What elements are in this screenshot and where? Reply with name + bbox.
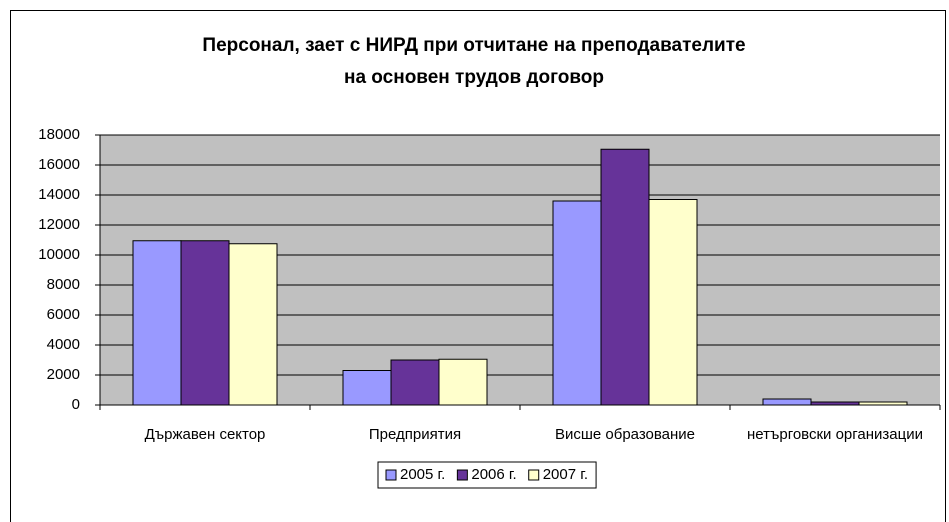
y-tick-label: 12000 — [38, 216, 80, 233]
y-tick-label: 2000 — [47, 366, 80, 383]
legend-label: 2006 г. — [471, 466, 516, 483]
bar — [180, 240, 230, 406]
chart-title: Персонал, зает с НИРД при отчитане на пр… — [202, 35, 745, 56]
bar — [762, 398, 812, 406]
y-tick-label: 0 — [72, 396, 80, 413]
bar — [810, 401, 860, 406]
y-tick-label: 10000 — [38, 246, 80, 263]
y-tick-label: 6000 — [47, 306, 80, 323]
y-tick-label: 8000 — [47, 276, 80, 293]
y-tick-label: 16000 — [38, 156, 80, 173]
x-tick-label: Висше образование — [555, 426, 695, 443]
y-tick-label: 18000 — [38, 126, 80, 143]
legend-label: 2005 г. — [400, 466, 445, 483]
x-tick-label: нетърговски организации — [747, 426, 923, 443]
x-tick-label: Държавен сектор — [145, 426, 266, 443]
bar — [390, 359, 440, 406]
bar — [600, 148, 650, 406]
legend-swatch — [528, 469, 540, 481]
bar — [648, 199, 698, 406]
bar — [438, 358, 488, 406]
bar — [342, 370, 392, 406]
legend-box — [377, 461, 597, 489]
y-tick-label: 14000 — [38, 186, 80, 203]
bar — [132, 240, 182, 406]
legend-label: 2007 г. — [543, 466, 588, 483]
x-tick-label: Предприятия — [369, 426, 461, 443]
legend-swatch — [385, 469, 397, 481]
legend-swatch — [456, 469, 468, 481]
chart-title: на основен трудов договор — [344, 67, 604, 88]
bar — [552, 200, 602, 406]
bar — [858, 401, 908, 406]
legend: 2005 г. 2006 г. 2007 г. — [385, 466, 588, 483]
y-tick-label: 4000 — [47, 336, 80, 353]
bar — [228, 243, 278, 406]
